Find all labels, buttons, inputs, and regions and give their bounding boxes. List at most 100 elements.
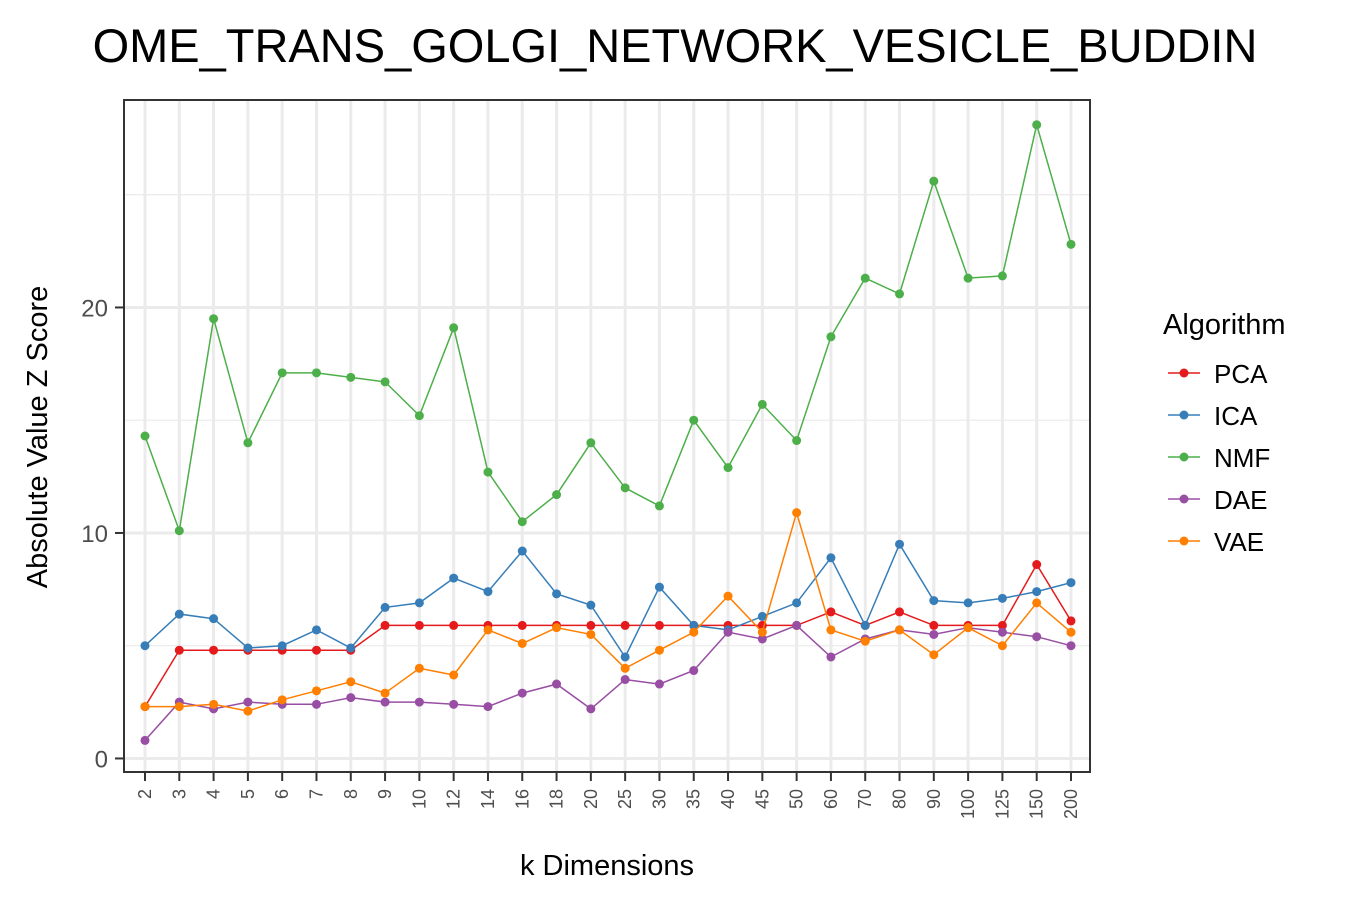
x-tick-label: 30 xyxy=(649,789,669,809)
data-point xyxy=(997,593,1007,603)
data-point xyxy=(792,598,802,608)
data-point xyxy=(757,627,767,637)
data-point xyxy=(174,645,184,655)
data-point xyxy=(517,620,527,630)
data-point xyxy=(654,620,664,630)
legend-key-point xyxy=(1179,494,1189,504)
data-point xyxy=(243,643,253,653)
x-tick-label: 35 xyxy=(684,789,704,809)
x-tick-label: 9 xyxy=(375,789,395,799)
data-point xyxy=(826,607,836,617)
x-tick-label: 3 xyxy=(169,789,189,799)
data-point xyxy=(414,598,424,608)
data-point xyxy=(140,431,150,441)
data-point xyxy=(346,372,356,382)
series-line xyxy=(145,510,1072,712)
data-point xyxy=(517,688,527,698)
data-point xyxy=(414,663,424,673)
data-point xyxy=(140,735,150,745)
data-point xyxy=(1032,560,1042,570)
x-tick-label: 80 xyxy=(890,789,910,809)
data-point xyxy=(311,368,321,378)
data-point xyxy=(277,695,287,705)
series-line xyxy=(144,124,1072,534)
data-point xyxy=(757,634,767,644)
data-point xyxy=(929,650,939,660)
series-line xyxy=(144,563,1072,707)
legend-item-ica: ICA xyxy=(1168,401,1258,431)
data-point xyxy=(723,591,733,601)
y-tick-label: 10 xyxy=(81,521,108,548)
legend-label: PCA xyxy=(1214,359,1268,389)
data-point xyxy=(552,490,562,500)
legend-item-vae: VAE xyxy=(1168,527,1264,557)
series-line xyxy=(144,624,1072,741)
x-tick-label: 5 xyxy=(238,789,258,799)
x-tick-label: 90 xyxy=(924,789,944,809)
data-point xyxy=(311,699,321,709)
x-axis-label: k Dimensions xyxy=(520,850,694,882)
data-point xyxy=(552,679,562,689)
data-point xyxy=(757,611,767,621)
data-point xyxy=(449,573,459,583)
data-point xyxy=(860,636,870,646)
data-point xyxy=(209,699,219,709)
data-point xyxy=(140,641,150,651)
legend-key-point xyxy=(1179,368,1189,378)
data-point xyxy=(311,625,321,635)
data-point xyxy=(517,638,527,648)
x-tick-label: 2 xyxy=(135,789,155,799)
data-point xyxy=(792,620,802,630)
data-point xyxy=(997,271,1007,281)
data-point xyxy=(792,436,802,446)
data-point xyxy=(895,607,905,617)
data-point xyxy=(311,645,321,655)
data-point xyxy=(1032,598,1042,608)
data-point xyxy=(620,652,630,662)
data-point xyxy=(1066,641,1076,651)
data-point xyxy=(586,620,596,630)
series-ica xyxy=(140,539,1076,662)
data-point xyxy=(997,627,1007,637)
data-point xyxy=(723,627,733,637)
data-point xyxy=(620,483,630,493)
data-point xyxy=(1032,587,1042,597)
data-point xyxy=(689,627,699,637)
legend-key-point xyxy=(1179,410,1189,420)
data-point xyxy=(277,641,287,651)
y-tick-label: 0 xyxy=(95,746,108,773)
y-axis-label: Absolute Value Z Score xyxy=(22,286,54,589)
series-vae xyxy=(140,508,1076,716)
data-point xyxy=(929,620,939,630)
data-point xyxy=(1066,239,1076,249)
data-point xyxy=(380,602,390,612)
data-point xyxy=(586,600,596,610)
legend-label: VAE xyxy=(1214,527,1264,557)
data-point xyxy=(1066,616,1076,626)
data-point xyxy=(860,620,870,630)
plot-panel-border xyxy=(123,99,1091,773)
data-point xyxy=(689,620,699,630)
x-tick-label: 200 xyxy=(1061,789,1081,819)
data-point xyxy=(586,438,596,448)
data-point xyxy=(380,688,390,698)
x-tick-label: 150 xyxy=(1027,789,1047,819)
data-point xyxy=(1066,627,1076,637)
data-point xyxy=(243,697,253,707)
data-point xyxy=(140,702,150,712)
grid-lines xyxy=(124,100,1090,772)
data-point xyxy=(997,620,1007,630)
series-pca xyxy=(140,560,1076,712)
data-point xyxy=(517,517,527,527)
x-tick-label: 60 xyxy=(821,789,841,809)
data-point xyxy=(209,314,219,324)
x-tick-label: 100 xyxy=(958,789,978,819)
x-tick-label: 16 xyxy=(512,789,532,809)
data-point xyxy=(1066,578,1076,588)
data-point xyxy=(380,377,390,387)
data-point xyxy=(1032,120,1042,130)
data-point xyxy=(929,629,939,639)
data-point xyxy=(929,596,939,606)
data-point xyxy=(586,704,596,714)
data-point xyxy=(483,702,493,712)
